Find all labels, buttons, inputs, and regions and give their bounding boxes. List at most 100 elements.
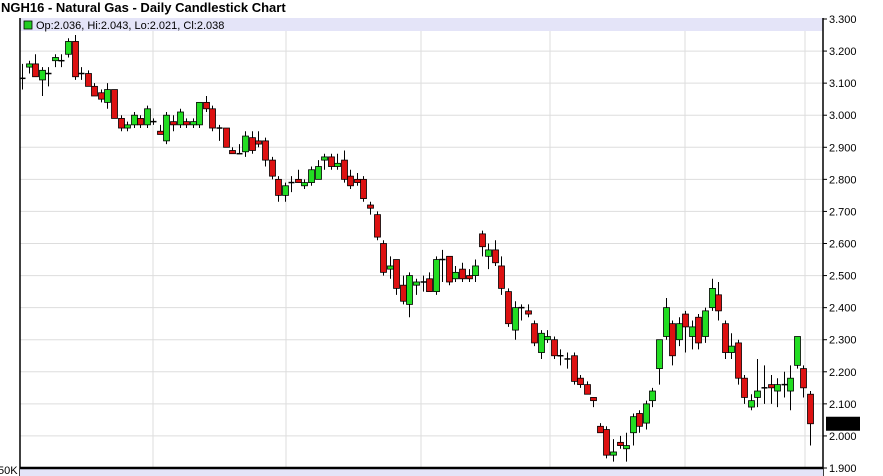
candle-down[interactable] [341, 159, 348, 180]
candle-up[interactable] [643, 403, 650, 424]
candle-down[interactable] [505, 291, 512, 325]
candle-down[interactable] [380, 243, 387, 273]
candle-up[interactable] [387, 265, 394, 270]
candle-down[interactable] [715, 294, 722, 312]
candle-down[interactable] [669, 323, 676, 357]
candle-up[interactable] [774, 384, 781, 392]
candle-down[interactable] [479, 233, 486, 248]
candle-down[interactable] [492, 249, 499, 264]
candle-down[interactable] [249, 137, 256, 151]
candle-up[interactable] [406, 275, 413, 305]
candle-down[interactable] [722, 323, 729, 353]
candle-up[interactable] [728, 345, 735, 353]
candle-up[interactable] [52, 57, 59, 62]
candle-up[interactable] [242, 135, 249, 153]
candle-up[interactable] [190, 121, 197, 126]
candle-up[interactable] [334, 162, 341, 167]
candle-down[interactable] [426, 278, 433, 293]
candle-down[interactable] [85, 73, 92, 87]
candle-down[interactable] [590, 397, 597, 402]
candle-down[interactable] [577, 377, 584, 386]
candle-down[interactable] [531, 323, 538, 344]
candle-down[interactable] [617, 441, 624, 446]
candle-down[interactable] [682, 313, 689, 328]
candle-up[interactable] [163, 114, 170, 142]
candle-down[interactable] [466, 275, 473, 280]
candle-down[interactable] [807, 393, 814, 425]
candle-up[interactable] [630, 416, 637, 434]
candle-up[interactable] [301, 182, 308, 187]
candle-up[interactable] [656, 339, 663, 369]
candle-down[interactable] [597, 425, 604, 434]
candle-up[interactable] [538, 332, 545, 353]
candle-up[interactable] [308, 169, 315, 183]
candle-down[interactable] [735, 342, 742, 379]
candle-down[interactable] [571, 355, 578, 382]
candle-up[interactable] [663, 307, 670, 337]
candle-up[interactable] [787, 377, 794, 392]
candle-down[interactable] [209, 108, 216, 129]
candle-up[interactable] [177, 111, 184, 126]
candle-down[interactable] [255, 140, 262, 145]
candle-down[interactable] [551, 339, 558, 357]
candle-up[interactable] [26, 63, 33, 68]
candle-down[interactable] [459, 268, 466, 280]
candle-up[interactable] [485, 249, 492, 257]
candle-down[interactable] [695, 316, 702, 344]
candle-up[interactable] [709, 287, 716, 309]
candle-down[interactable] [111, 89, 118, 119]
candle-down[interactable] [393, 259, 400, 289]
candle-up[interactable] [452, 271, 459, 280]
candle-up[interactable] [433, 259, 440, 293]
candle-down[interactable] [262, 140, 269, 161]
candle-down[interactable] [91, 85, 98, 97]
candle-down[interactable] [525, 310, 532, 315]
candle-up[interactable] [315, 166, 322, 180]
candle-up[interactable] [65, 41, 72, 55]
candle-up[interactable] [131, 114, 138, 126]
candle-down[interactable] [498, 265, 505, 289]
candle-down[interactable] [636, 413, 643, 427]
candle-up[interactable] [754, 390, 761, 398]
candle-down[interactable] [360, 178, 367, 200]
candle-up[interactable] [649, 390, 656, 402]
candle-up[interactable] [472, 265, 479, 276]
candle-down[interactable] [347, 175, 354, 187]
candle-up[interactable] [689, 326, 696, 337]
candle-up[interactable] [144, 108, 151, 126]
candle-down[interactable] [295, 178, 302, 183]
candle-down[interactable] [118, 118, 125, 129]
candle-up[interactable] [544, 336, 551, 341]
candle-up[interactable] [676, 323, 683, 341]
candle-up[interactable] [321, 156, 328, 161]
candle-down[interactable] [203, 101, 210, 110]
candle-down[interactable] [275, 178, 282, 196]
candle-down[interactable] [354, 178, 361, 183]
candle-down[interactable] [229, 150, 236, 155]
candle-down[interactable] [269, 159, 276, 177]
candle-down[interactable] [170, 121, 177, 126]
candle-down[interactable] [367, 204, 374, 209]
candle-up[interactable] [610, 451, 617, 456]
candle-up[interactable] [282, 185, 289, 196]
candle-down[interactable] [374, 214, 381, 238]
candle-down[interactable] [800, 368, 807, 389]
candle-up[interactable] [702, 310, 709, 337]
candle-down[interactable] [32, 63, 39, 78]
candle-down[interactable] [137, 118, 144, 126]
candle-up[interactable] [104, 89, 111, 103]
candle-down[interactable] [98, 92, 105, 100]
candle-down[interactable] [603, 429, 610, 456]
candle-down[interactable] [223, 127, 230, 148]
candle-down[interactable] [768, 384, 775, 389]
candle-up[interactable] [39, 69, 46, 81]
candle-up[interactable] [748, 400, 755, 408]
candle-down[interactable] [157, 130, 164, 135]
candle-up[interactable] [794, 336, 801, 366]
candle-down[interactable] [72, 41, 79, 78]
candle-down[interactable] [741, 377, 748, 398]
candle-down[interactable] [446, 255, 453, 283]
candle-up[interactable] [413, 281, 420, 286]
candle-up[interactable] [124, 124, 131, 129]
